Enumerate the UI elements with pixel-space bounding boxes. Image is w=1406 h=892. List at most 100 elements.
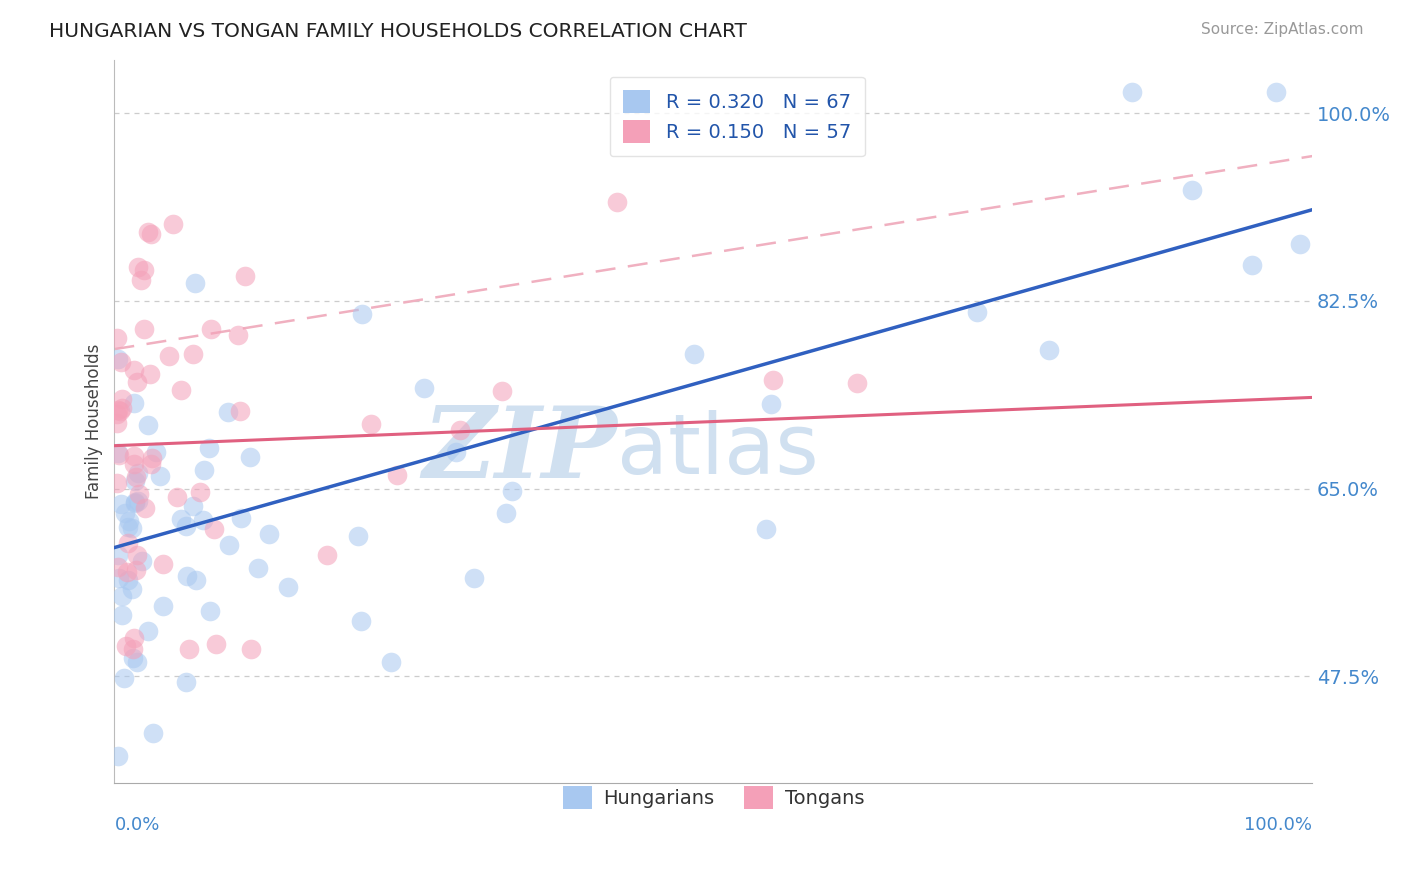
Point <box>127 493 149 508</box>
Point <box>239 450 262 464</box>
Point <box>117 574 139 588</box>
Text: Source: ZipAtlas.com: Source: ZipAtlas.com <box>1201 22 1364 37</box>
Text: 100.0%: 100.0% <box>1244 816 1312 834</box>
Point <box>107 572 129 586</box>
Point <box>360 417 382 431</box>
Point <box>122 449 145 463</box>
Point <box>846 376 869 390</box>
Point <box>105 331 128 345</box>
Point <box>125 548 148 562</box>
Point <box>191 513 214 527</box>
Point <box>966 305 988 319</box>
Point <box>184 573 207 587</box>
Point <box>111 401 134 415</box>
Y-axis label: Family Households: Family Households <box>86 343 103 500</box>
Point <box>202 523 225 537</box>
Point <box>606 195 628 210</box>
Point <box>127 260 149 274</box>
Point <box>463 571 485 585</box>
Point <box>233 269 256 284</box>
Point <box>125 655 148 669</box>
Point <box>240 642 263 657</box>
Point <box>176 518 198 533</box>
Point <box>107 748 129 763</box>
Point <box>204 637 226 651</box>
Point <box>193 463 215 477</box>
Point <box>682 347 704 361</box>
Point <box>444 445 467 459</box>
Point <box>107 352 129 367</box>
Point <box>121 521 143 535</box>
Point <box>111 607 134 622</box>
Point <box>121 582 143 596</box>
Point <box>122 650 145 665</box>
Point <box>181 347 204 361</box>
Point <box>110 589 132 603</box>
Point <box>162 217 184 231</box>
Point <box>166 490 188 504</box>
Text: 0.0%: 0.0% <box>114 816 160 834</box>
Point <box>257 527 280 541</box>
Point <box>141 227 163 242</box>
Point <box>277 580 299 594</box>
Point <box>107 403 129 417</box>
Point <box>122 642 145 657</box>
Point <box>128 486 150 500</box>
Point <box>413 381 436 395</box>
Point <box>105 407 128 421</box>
Point <box>183 276 205 290</box>
Point <box>316 548 339 562</box>
Point <box>177 642 200 657</box>
Point <box>129 273 152 287</box>
Point <box>347 529 370 543</box>
Point <box>1241 259 1264 273</box>
Point <box>762 373 785 387</box>
Point <box>754 522 776 536</box>
Point <box>198 604 221 618</box>
Point <box>124 474 146 488</box>
Point <box>1038 343 1060 358</box>
Point <box>188 484 211 499</box>
Point <box>107 548 129 562</box>
Point <box>385 468 408 483</box>
Point <box>152 557 174 571</box>
Point <box>145 445 167 459</box>
Point <box>229 404 252 418</box>
Point <box>1289 237 1312 252</box>
Point <box>110 355 132 369</box>
Point <box>1181 183 1204 197</box>
Point <box>218 538 240 552</box>
Point <box>122 396 145 410</box>
Point <box>107 560 129 574</box>
Text: HUNGARIAN VS TONGAN FAMILY HOUSEHOLDS CORRELATION CHART: HUNGARIAN VS TONGAN FAMILY HOUSEHOLDS CO… <box>49 22 747 41</box>
Point <box>157 349 180 363</box>
Point <box>108 448 131 462</box>
Point <box>152 599 174 613</box>
Point <box>350 307 373 321</box>
Point <box>149 469 172 483</box>
Point <box>115 639 138 653</box>
Point <box>117 536 139 550</box>
Point <box>134 321 156 335</box>
Point <box>183 499 205 513</box>
Point <box>110 403 132 417</box>
Point <box>170 383 193 397</box>
Point <box>495 507 517 521</box>
Point <box>122 363 145 377</box>
Point <box>110 497 132 511</box>
Point <box>134 500 156 515</box>
Point <box>136 226 159 240</box>
Text: atlas: atlas <box>617 410 820 491</box>
Point <box>200 322 222 336</box>
Point <box>105 475 128 490</box>
Point <box>247 561 270 575</box>
Point <box>131 553 153 567</box>
Point <box>105 416 128 430</box>
Point <box>114 506 136 520</box>
Point <box>125 470 148 484</box>
Point <box>198 442 221 456</box>
Text: ZIP: ZIP <box>422 402 617 499</box>
Point <box>501 484 523 499</box>
Point <box>132 263 155 277</box>
Point <box>127 466 149 480</box>
